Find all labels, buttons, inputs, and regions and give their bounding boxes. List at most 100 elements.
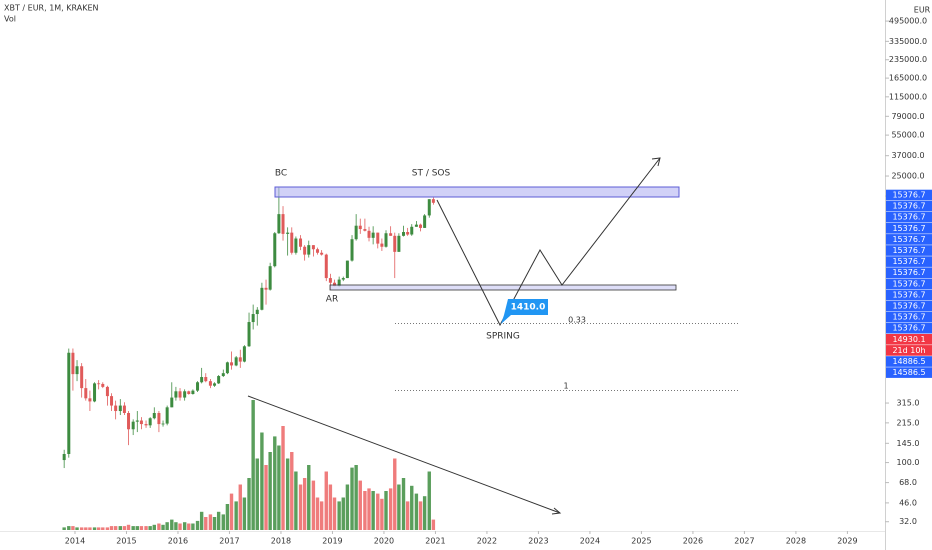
volume-label: Vol bbox=[4, 15, 16, 24]
price-badge bbox=[886, 334, 932, 345]
currency-label: EUR bbox=[914, 6, 931, 15]
price-badge-label: 14586.5 bbox=[892, 368, 925, 377]
volume-bar bbox=[242, 497, 247, 530]
volume-bar bbox=[332, 497, 337, 530]
x-tick-label: 2018 bbox=[271, 537, 291, 546]
volume-bar bbox=[324, 471, 328, 530]
x-tick-label: 2025 bbox=[631, 537, 651, 546]
candle-body bbox=[397, 235, 401, 252]
price-badge-label: 14930.1 bbox=[892, 335, 925, 344]
candle-body bbox=[230, 362, 234, 366]
y-tick-label: 46.0 bbox=[899, 498, 917, 507]
volume-bar bbox=[234, 501, 238, 530]
volume-bar bbox=[238, 484, 242, 530]
candle-body bbox=[251, 314, 255, 323]
candle-body bbox=[328, 278, 332, 283]
candle-body bbox=[114, 405, 118, 412]
volume-bar bbox=[410, 485, 414, 530]
target-label: 1410.0 bbox=[511, 303, 546, 313]
volume-bar bbox=[311, 480, 316, 530]
candle-body bbox=[75, 366, 79, 375]
price-badge-label: 15376.7 bbox=[892, 257, 925, 266]
candle-body bbox=[389, 233, 393, 236]
annotation: ST / SOS bbox=[412, 169, 451, 179]
volume-bar bbox=[109, 526, 114, 530]
volume-bar bbox=[422, 496, 427, 530]
volume-bar bbox=[264, 465, 268, 530]
candle-body bbox=[273, 233, 277, 267]
x-tick-label: 2026 bbox=[683, 537, 703, 546]
volume-bar bbox=[229, 493, 234, 530]
price-badge bbox=[886, 289, 932, 301]
y-tick-label: 315.0 bbox=[897, 399, 920, 408]
candle-body bbox=[333, 282, 337, 287]
volume-bar bbox=[277, 445, 281, 530]
candle-body bbox=[247, 322, 251, 347]
candle-body bbox=[299, 238, 303, 247]
candle-body bbox=[260, 287, 264, 310]
volume-bar bbox=[178, 523, 182, 530]
volume-bar bbox=[152, 524, 156, 530]
volume-bar bbox=[315, 497, 320, 530]
candle-body bbox=[410, 226, 414, 235]
candle-body bbox=[423, 215, 427, 228]
price-badge bbox=[886, 345, 932, 356]
candle-body bbox=[122, 405, 126, 413]
volume-bar bbox=[161, 524, 165, 530]
candle-body bbox=[320, 252, 324, 255]
candle-body bbox=[358, 225, 362, 230]
y-tick-label: 37000.0 bbox=[891, 151, 924, 160]
drawings: BC ST / SOS AR SPRING 0.33 1 1410.0 bbox=[247, 157, 738, 515]
y-tick-label: 79000.0 bbox=[891, 112, 924, 121]
volume-bar bbox=[204, 517, 208, 530]
price-badge-label: 15376.7 bbox=[892, 191, 925, 200]
candle-body bbox=[419, 224, 423, 228]
volume-bar bbox=[363, 491, 367, 530]
volume-bar bbox=[397, 484, 401, 530]
price-badge bbox=[886, 278, 932, 290]
candle-body bbox=[354, 225, 358, 240]
y-tick-label: 335000.0 bbox=[889, 37, 927, 46]
volume-bar bbox=[216, 511, 221, 530]
y-tick-label: 68.0 bbox=[899, 478, 917, 487]
volume-bar bbox=[144, 526, 148, 530]
volume-bar bbox=[384, 491, 388, 530]
volume-bar bbox=[208, 514, 213, 530]
volume-bar bbox=[345, 484, 350, 530]
candle-body bbox=[363, 229, 367, 231]
x-tick-label: 2017 bbox=[219, 537, 239, 546]
price-badge-label: 15376.7 bbox=[892, 224, 925, 233]
volume-bar bbox=[118, 526, 122, 530]
volume-bar bbox=[221, 514, 225, 530]
price-badge bbox=[886, 189, 932, 201]
price-badge-label: 15376.7 bbox=[892, 279, 925, 288]
candle-body bbox=[200, 377, 204, 383]
volume-bar bbox=[225, 504, 230, 530]
volume-bar bbox=[84, 527, 88, 530]
x-tick-label: 2024 bbox=[580, 537, 600, 546]
fib-label: 0.33 bbox=[568, 316, 586, 325]
volume-bar bbox=[431, 519, 436, 530]
candle-body bbox=[152, 412, 156, 419]
volume-bar bbox=[294, 471, 298, 530]
candle-body bbox=[286, 232, 290, 234]
candle-body bbox=[62, 453, 66, 461]
y-tick-label: 32.0 bbox=[899, 517, 917, 526]
candle-body bbox=[268, 266, 272, 290]
candle-body bbox=[135, 420, 139, 422]
price-badge-label: 15376.7 bbox=[892, 268, 925, 277]
candle-body bbox=[406, 232, 410, 235]
volume-bar bbox=[105, 527, 110, 530]
candle-body bbox=[217, 376, 221, 384]
target-badge bbox=[501, 299, 548, 324]
candle-body bbox=[345, 260, 349, 279]
y-tick-label: 495000.0 bbox=[889, 17, 927, 26]
volume-bar bbox=[405, 501, 410, 530]
candle-body bbox=[255, 309, 259, 315]
price-badge-label: 15376.7 bbox=[892, 290, 925, 299]
candle-body bbox=[234, 357, 238, 366]
volume-bar bbox=[350, 467, 354, 530]
x-tick-label: 2014 bbox=[65, 537, 85, 546]
volume-bar bbox=[354, 465, 358, 530]
